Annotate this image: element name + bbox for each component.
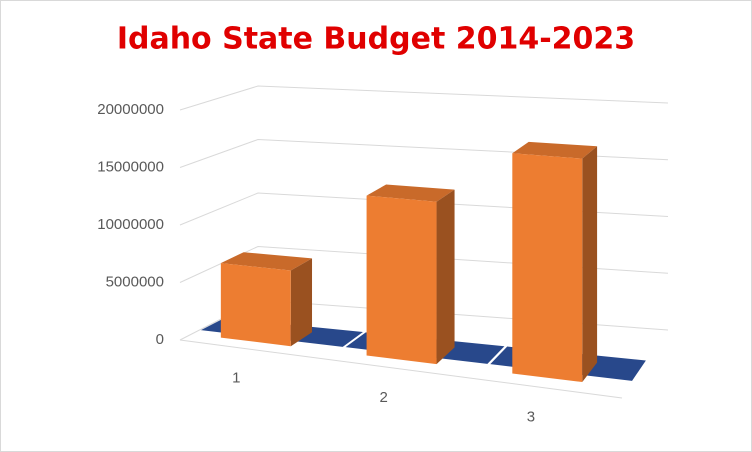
y-tick-label: 10000000 <box>97 216 164 233</box>
bar-top <box>512 141 598 159</box>
bar-front <box>512 153 583 383</box>
grid-line <box>179 85 669 111</box>
x-axis-line <box>179 339 623 399</box>
bar-side <box>582 146 598 383</box>
y-tick-label: 5000000 <box>106 273 164 290</box>
x-tick-label: 3 <box>527 408 535 425</box>
bar-top <box>366 184 455 202</box>
y-tick-label: 0 <box>156 331 164 348</box>
bar-side <box>436 189 455 365</box>
bar-side <box>290 258 313 347</box>
bar-top <box>220 252 313 271</box>
bar-front <box>220 263 291 347</box>
chart-title: Idaho State Budget 2014-2023 <box>117 22 635 57</box>
bar-front <box>366 195 437 365</box>
x-tick-label: 2 <box>379 389 387 406</box>
y-tick-label: 15000000 <box>97 158 164 175</box>
x-tick-label: 1 <box>232 370 240 387</box>
y-tick-label: 20000000 <box>97 101 164 118</box>
